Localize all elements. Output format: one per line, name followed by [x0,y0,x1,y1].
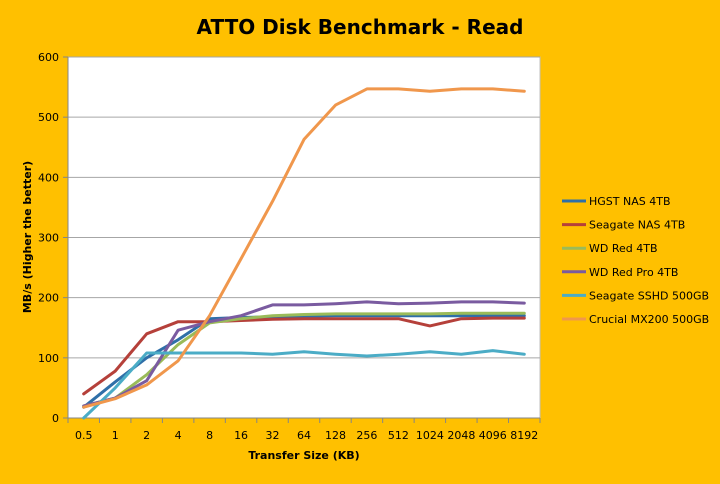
legend-label: WD Red 4TB [589,242,658,255]
legend-label: Seagate SSHD 500GB [589,289,709,302]
x-tick-label: 128 [325,429,346,442]
legend-label: Crucial MX200 500GB [589,313,709,326]
legend: HGST NAS 4TB Seagate NAS 4TB WD Red 4TB WD … [562,195,709,326]
x-tick-label: 64 [297,429,311,442]
x-tick-label: 4 [175,429,182,442]
legend-label: HGST NAS 4TB [589,195,671,208]
series-line-5 [82,87,526,409]
x-tick-label: 8192 [510,429,538,442]
series-line-1 [82,316,526,396]
series-lines [82,87,526,420]
series-line-3 [82,300,526,408]
x-tick-label: 2048 [447,429,475,442]
chart-title: ATTO Disk Benchmark - Read [197,15,524,39]
x-axis-label: Transfer Size (KB) [248,449,359,462]
legend-label: Seagate NAS 4TB [589,219,685,232]
y-tick-label: 500 [38,111,59,124]
x-tick-label: 2 [143,429,150,442]
x-tick-label: 4096 [479,429,507,442]
x-tick-label: 8 [206,429,213,442]
y-tick-label: 100 [38,352,59,365]
y-tick-label: 300 [38,232,59,245]
x-tick-label: 1 [112,429,119,442]
y-axis-label: MB/s (Higher the better) [21,161,34,313]
y-tick-label: 600 [38,51,59,64]
axes: 0 100 200 300 400 500 600 0.5 1 2 4 8 16 32 64 128 256 51… [38,51,541,442]
x-tick-label: 1024 [416,429,444,442]
x-tick-label: 0.5 [75,429,93,442]
y-tick-label: 0 [52,412,59,425]
x-tick-label: 32 [266,429,280,442]
x-tick-label: 512 [388,429,409,442]
legend-label: WD Red Pro 4TB [589,266,678,279]
y-tick-label: 400 [38,171,59,184]
x-tick-label: 16 [234,429,248,442]
x-tick-label: 256 [356,429,377,442]
series-line-4 [82,349,526,420]
y-tick-label: 200 [38,292,59,305]
